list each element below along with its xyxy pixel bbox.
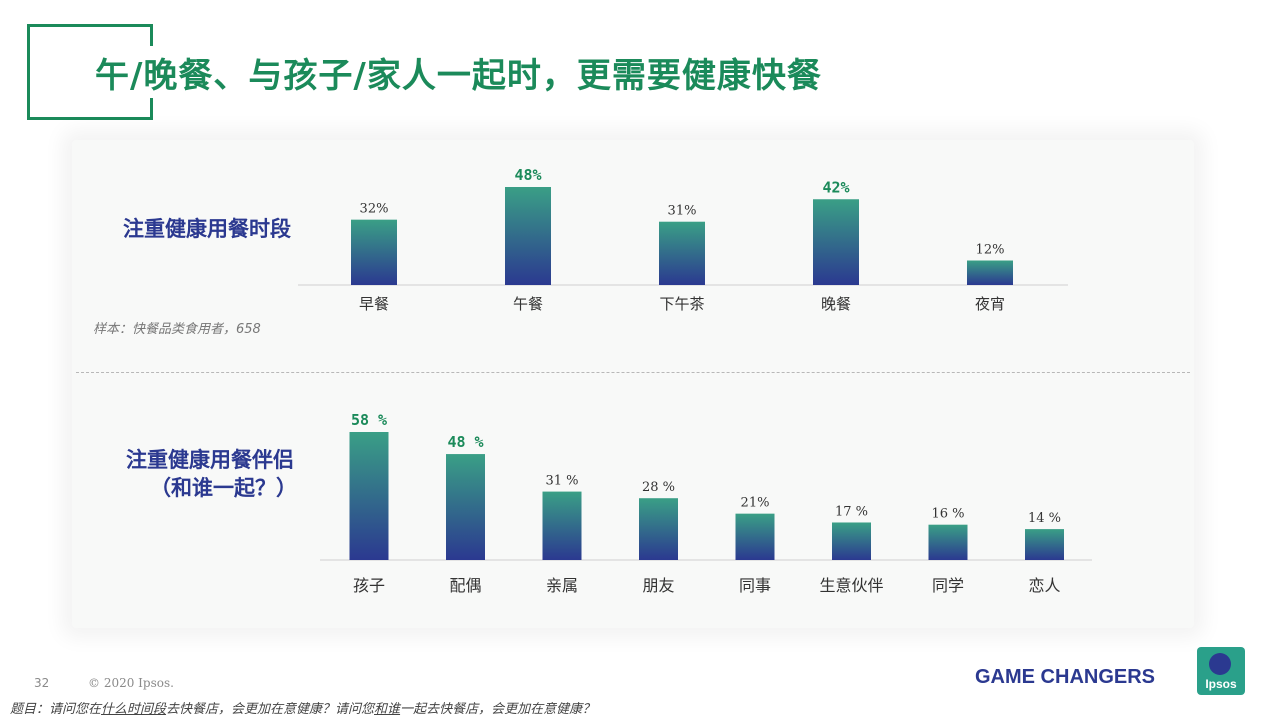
category-label-1: 午餐: [513, 295, 543, 313]
bar-2: [659, 221, 705, 285]
value-label-3: 42%: [822, 178, 849, 196]
companion-chart: 58 % 孩子 48 % 配偶 31 % 亲属 28 % 朋友 21% 同事 17 % 生意伙伴 16 …: [320, 411, 1092, 595]
category-label-5: 生意伙伴: [819, 576, 883, 595]
bar-4: [967, 260, 1013, 285]
category-label-4: 夜宵: [975, 295, 1005, 313]
value-label-5: 17 %: [835, 504, 868, 519]
bar-5: [832, 522, 871, 560]
question-part-5: 一起去快餐店，会更加在意健康？: [400, 702, 596, 717]
time-chart: 32% 早餐 48% 午餐 31% 下午茶 42% 晚餐 12% 夜宵: [298, 166, 1068, 313]
category-label-1: 配偶: [449, 576, 481, 595]
logo-text: Ipsos: [1205, 677, 1237, 691]
sample-note: 样本：快餐品类食用者，658: [93, 322, 261, 337]
bar-1: [446, 454, 485, 560]
chart-panel: [72, 140, 1194, 628]
value-label-4: 21%: [741, 496, 770, 511]
category-label-0: 孩子: [353, 576, 385, 595]
survey-question: 题目：请问您在什么时间段去快餐店，会更加在意健康？请问您和谁一起去快餐店，会更加…: [10, 698, 595, 717]
value-label-7: 14 %: [1028, 511, 1061, 526]
category-label-2: 下午茶: [659, 295, 704, 313]
question-part-2: 什么时间段: [101, 702, 167, 717]
category-label-3: 晚餐: [821, 295, 851, 313]
category-label-7: 恋人: [1028, 576, 1060, 595]
page-number: 32: [34, 676, 50, 690]
value-label-2: 31 %: [545, 474, 578, 489]
value-label-3: 28 %: [642, 480, 675, 495]
logo-dot-icon: [1209, 653, 1231, 675]
time-section-label: 注重健康用餐时段: [123, 217, 291, 241]
copyright: © 2020 Ipsos.: [88, 676, 174, 690]
value-label-0: 32%: [360, 202, 389, 217]
tagline: GAME CHANGERS: [975, 666, 1156, 688]
page-title: 午/晚餐、与孩子/家人一起时，更需要健康快餐: [95, 56, 822, 96]
category-label-6: 同学: [932, 576, 964, 595]
bar-1: [505, 187, 551, 285]
title-bracket-decoration: [27, 24, 153, 120]
ipsos-logo: Ipsos: [1197, 647, 1245, 695]
category-label-4: 同事: [739, 576, 771, 595]
value-label-0: 58 %: [351, 411, 387, 429]
companion-section-sublabel: （和谁一起？）: [150, 476, 297, 500]
category-label-3: 朋友: [642, 576, 674, 595]
question-part-4: 和谁: [374, 702, 401, 717]
category-label-0: 早餐: [359, 295, 389, 313]
bar-4: [735, 513, 775, 560]
value-label-1: 48 %: [447, 433, 483, 451]
value-label-6: 16 %: [931, 507, 964, 522]
value-label-2: 31%: [668, 204, 697, 219]
companion-section-label: 注重健康用餐伴侣: [126, 448, 294, 472]
bar-6: [928, 524, 968, 560]
section-divider: [76, 372, 1190, 373]
bar-3: [813, 199, 859, 285]
question-part-3: 去快餐店，会更加在意健康？请问您: [166, 702, 375, 717]
value-label-1: 48%: [514, 166, 541, 184]
bar-7: [1025, 529, 1064, 560]
bar-0: [349, 432, 389, 560]
category-label-2: 亲属: [546, 576, 578, 595]
bar-3: [639, 498, 678, 560]
bar-0: [351, 219, 397, 285]
question-part-1: 题目：请问您在: [10, 702, 102, 717]
value-label-4: 12%: [976, 243, 1005, 258]
bar-2: [542, 491, 582, 560]
